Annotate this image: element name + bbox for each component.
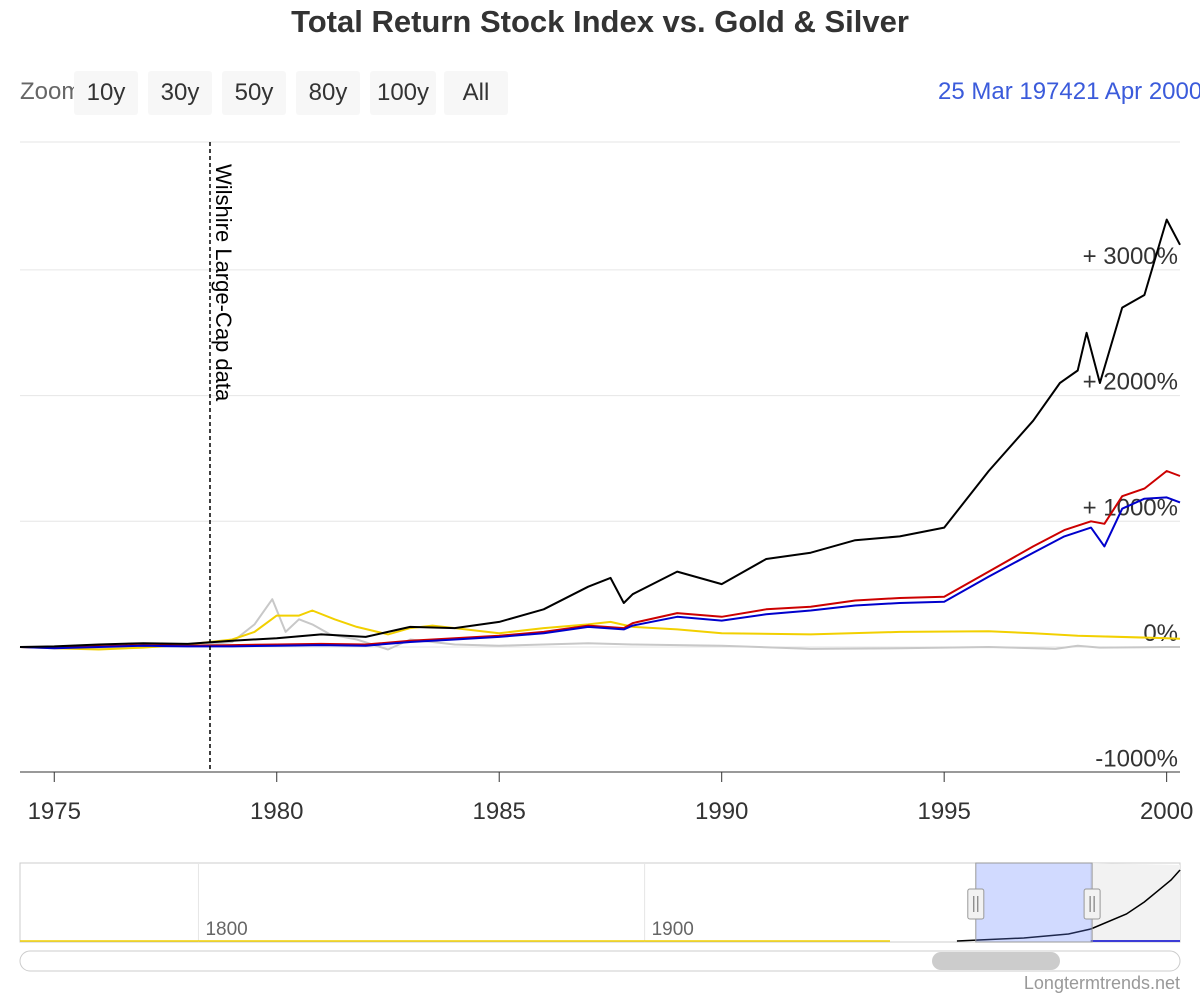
zoom-10y-button[interactable]: 10y xyxy=(74,71,138,115)
y-tick-label: -1000% xyxy=(1095,746,1178,773)
x-tick-label: 1980 xyxy=(250,798,303,825)
navigator-series-stock-recent xyxy=(1090,869,1181,930)
x-tick-label: 1975 xyxy=(28,798,81,825)
x-tick-label: 1990 xyxy=(695,798,748,825)
navigator-handle-left[interactable] xyxy=(967,888,985,920)
y-tick-label: 0% xyxy=(1143,620,1178,647)
y-tick-label: + 2000% xyxy=(1083,369,1178,396)
navigator-shade xyxy=(1090,863,1180,942)
watermark: Longtermtrends.net xyxy=(1023,973,1180,993)
y-tick-label: + 1000% xyxy=(1083,494,1178,521)
x-tick-label: 1985 xyxy=(473,798,526,825)
zoom-label: Zoom xyxy=(20,78,82,105)
zoom-100y-button[interactable]: 100y xyxy=(370,71,436,115)
x-tick-label: 2000 xyxy=(1140,798,1193,825)
series-line-2 xyxy=(19,470,1181,649)
date-range-display[interactable]: 25 Mar 197421 Apr 2000 xyxy=(938,78,1200,106)
range-from-date[interactable]: 25 Mar 1974 xyxy=(938,78,1073,105)
range-to-date[interactable]: 21 Apr 2000 xyxy=(1072,78,1200,105)
series-line-3 xyxy=(19,496,1181,650)
zoom-all-button[interactable]: All xyxy=(444,71,508,115)
scrollbar-track[interactable] xyxy=(19,950,1181,972)
zoom-80y-button[interactable]: 80y xyxy=(296,71,360,115)
navigator-year-label: 1900 xyxy=(652,919,694,940)
navigator-handle-right[interactable] xyxy=(1083,888,1101,920)
scrollbar-thumb[interactable] xyxy=(932,952,1060,970)
navigator-selected-range[interactable] xyxy=(975,862,1093,943)
annotation-label: Wilshire Large-Cap data xyxy=(211,164,236,402)
series-line-0 xyxy=(19,598,1180,651)
series-line-4 xyxy=(19,218,1181,648)
navigator-year-label: 1800 xyxy=(205,919,247,940)
y-tick-label: + 3000% xyxy=(1083,243,1178,270)
navigator-frame xyxy=(19,862,1181,943)
zoom-30y-button[interactable]: 30y xyxy=(148,71,212,115)
zoom-50y-button[interactable]: 50y xyxy=(222,71,286,115)
x-tick-label: 1995 xyxy=(917,798,970,825)
chart-title: Total Return Stock Index vs. Gold & Silv… xyxy=(291,4,909,39)
